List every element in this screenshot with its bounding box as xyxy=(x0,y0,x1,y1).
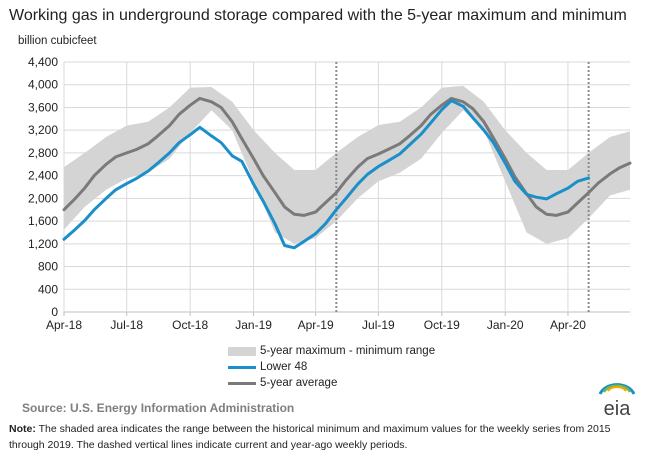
y-tick-label: 2,000 xyxy=(28,191,58,205)
avg-line xyxy=(62,96,632,217)
x-tick-label: Oct-18 xyxy=(172,318,208,332)
legend-swatch-lower48 xyxy=(228,365,256,369)
x-axis-ticks: Apr-18 Jul-18 Oct-18 Jan-19 Apr-19 Jul-19 Oct-… xyxy=(46,312,586,332)
y-tick-label: 2,400 xyxy=(28,169,58,183)
x-tick-label: Jul-18 xyxy=(110,318,143,332)
y-tick-label: 400 xyxy=(38,282,58,296)
chart-title: Working gas in underground storage compa… xyxy=(9,7,627,24)
y-tick-label: 3,200 xyxy=(28,123,58,137)
y-tick-label: 3,600 xyxy=(28,100,58,114)
eia-logo-text: eia xyxy=(604,398,632,420)
y-tick-label: 4,400 xyxy=(28,55,58,69)
legend-label-avg: 5-year average xyxy=(260,377,338,389)
current-period-lines xyxy=(335,62,590,312)
source-text: Source: U.S. Energy Information Administ… xyxy=(22,401,295,415)
y-tick-label: 1,600 xyxy=(28,214,58,228)
x-tick-label: Jul-19 xyxy=(362,318,395,332)
x-tick-label: Apr-20 xyxy=(550,318,586,332)
y-tick-label: 0 xyxy=(51,305,58,319)
y-tick-label: 4,000 xyxy=(28,78,58,92)
legend-swatch-avg xyxy=(228,381,256,385)
note-text: Note: The shaded area indicates the rang… xyxy=(9,421,649,453)
y-tick-label: 2,800 xyxy=(28,146,58,160)
legend-item-lower48: Lower 48 xyxy=(228,359,435,375)
legend-item-range: 5-year maximum - minimum range xyxy=(228,343,435,359)
note-label: Note: xyxy=(9,423,36,435)
x-tick-label: Jan-19 xyxy=(235,318,272,332)
y-tick-label: 800 xyxy=(38,260,58,274)
x-tick-label: Apr-19 xyxy=(298,318,334,332)
x-tick-label: Oct-19 xyxy=(424,318,460,332)
range-layer xyxy=(64,85,630,244)
legend-label-lower48: Lower 48 xyxy=(260,361,308,373)
note-body: The shaded area indicates the range betw… xyxy=(9,423,611,451)
lower48-line xyxy=(62,99,591,250)
y-axis-ticks: 0 400 800 1,200 1,600 2,000 2,400 2,800 3,200 3,6… xyxy=(28,55,58,319)
x-tick-label: Apr-18 xyxy=(46,318,82,332)
legend: 5-year maximum - minimum range Lower 48 … xyxy=(228,343,435,391)
legend-label-range: 5-year maximum - minimum range xyxy=(260,345,436,357)
range-band xyxy=(64,85,630,244)
series-lines xyxy=(62,96,632,250)
x-tick-label: Jan-20 xyxy=(487,318,524,332)
legend-item-avg: 5-year average xyxy=(228,375,435,391)
y-tick-label: 1,200 xyxy=(28,237,58,251)
legend-swatch-range xyxy=(228,346,256,356)
eia-logo: eia xyxy=(598,383,636,420)
y-axis-label: billion cubicfeet xyxy=(18,35,97,47)
